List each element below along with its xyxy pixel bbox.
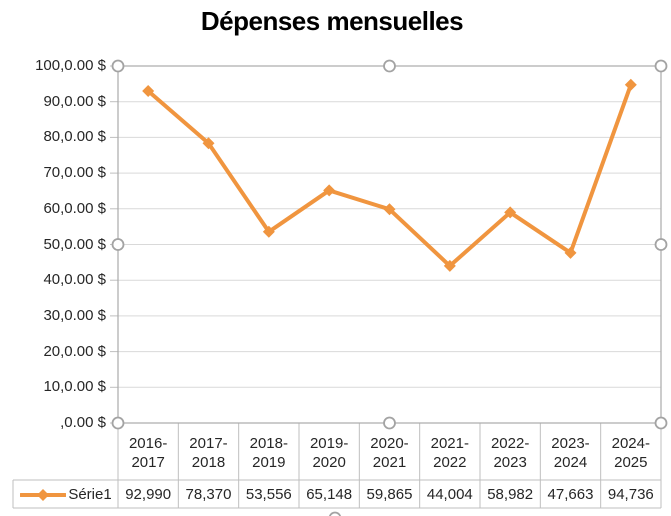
y-axis-tick-label: 20,0.00 $ xyxy=(43,342,106,360)
y-axis-tick-label: ,0.00 $ xyxy=(60,414,106,431)
y-axis-tick-label: 10,0.00 $ xyxy=(43,378,106,396)
table-value: 59,865 xyxy=(366,485,413,503)
y-axis-tick-label: 30,0.00 $ xyxy=(43,306,106,324)
x-category-label: 2018- 2019 xyxy=(249,434,288,471)
table-value: 53,556 xyxy=(245,485,292,503)
selection-handle[interactable] xyxy=(111,416,125,430)
table-value: 58,982 xyxy=(487,485,534,503)
data-point-marker[interactable] xyxy=(443,259,456,272)
data-point-marker[interactable] xyxy=(202,137,215,150)
legend-cell[interactable]: Série1 xyxy=(14,481,118,508)
selection-handle[interactable] xyxy=(654,416,668,430)
table-value: 47,663 xyxy=(547,485,594,503)
selection-handle[interactable] xyxy=(328,511,342,516)
series-line[interactable] xyxy=(146,82,633,268)
x-category-label: 2017- 2018 xyxy=(189,434,228,471)
table-value: 92,990 xyxy=(125,485,172,503)
selection-handle[interactable] xyxy=(111,238,125,251)
selection-handle[interactable] xyxy=(383,59,396,73)
data-point-marker[interactable] xyxy=(504,206,517,219)
table-value: 78,370 xyxy=(185,485,232,503)
selection-handle[interactable] xyxy=(111,59,125,73)
x-category-label: 2021- 2022 xyxy=(430,434,469,471)
x-category-label: 2024- 2025 xyxy=(611,434,650,471)
table-value: 44,004 xyxy=(426,485,473,503)
y-axis-tick-label: 60,0.00 $ xyxy=(43,199,106,217)
y-axis-tick-label: 100,0.00 $ xyxy=(35,57,106,74)
data-point-marker[interactable] xyxy=(142,85,155,98)
y-axis-tick-label: 50,0.00 $ xyxy=(43,235,106,253)
table-value: 65,148 xyxy=(306,485,353,503)
selection-handle[interactable] xyxy=(654,238,668,251)
data-point-marker[interactable] xyxy=(564,246,577,259)
data-point-marker[interactable] xyxy=(383,203,396,216)
y-axis-tick-label: 40,0.00 $ xyxy=(43,271,106,289)
y-axis-tick-label: 80,0.00 $ xyxy=(43,128,106,146)
selection-handle[interactable] xyxy=(654,59,668,73)
legend-key-icon xyxy=(20,488,67,501)
x-category-label: 2016- 2017 xyxy=(128,434,168,471)
table-value: 94,736 xyxy=(607,485,654,503)
x-category-label: 2020- 2021 xyxy=(370,434,409,471)
y-axis-tick-label: 70,0.00 $ xyxy=(43,164,106,182)
data-point-marker[interactable] xyxy=(262,225,275,238)
data-point-marker[interactable] xyxy=(323,184,336,197)
chart-title[interactable]: Dépenses mensuelles xyxy=(200,6,464,36)
y-axis-tick-label: 90,0.00 $ xyxy=(43,92,106,110)
x-category-label: 2023- 2024 xyxy=(551,434,590,471)
selection-handle[interactable] xyxy=(383,416,396,430)
data-point-marker[interactable] xyxy=(624,78,637,91)
x-category-label: 2022- 2023 xyxy=(490,434,530,471)
legend-series-label: Série1 xyxy=(68,486,112,503)
x-category-label: 2019- 2020 xyxy=(309,434,349,471)
